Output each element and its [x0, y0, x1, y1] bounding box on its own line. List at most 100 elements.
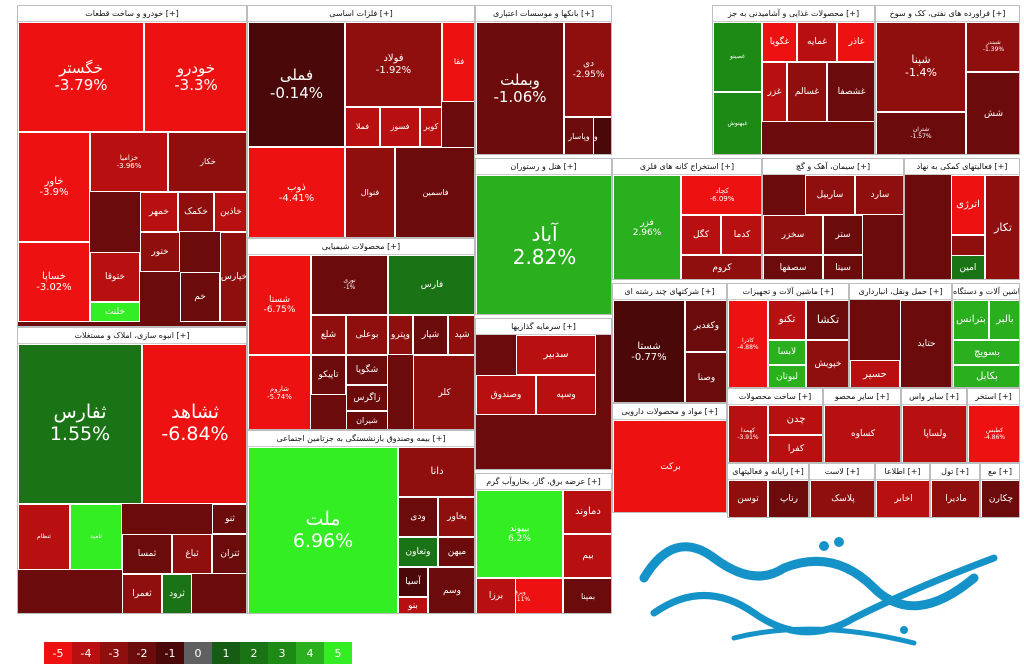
stock-tile[interactable]: غبهنوش [713, 92, 762, 154]
stock-tile[interactable]: غگویا [762, 22, 797, 62]
sector-electric[interactable]: ماشین آلات و دستگاه [+]بالبربترانسبسویچب… [952, 283, 1020, 388]
sector-multi[interactable]: شرکتهای چند رشته ای [+] شستا -0.77% وکغدیر و… [612, 283, 727, 403]
stock-tile[interactable]: بخاور [438, 497, 474, 537]
stock-tile[interactable]: فنوال [345, 147, 395, 237]
stock-tile[interactable]: وپاسار [564, 117, 594, 154]
sector-construction[interactable]: انبوه سازی، املاک و مستغلات [+] ثفارس 1.55… [17, 327, 247, 614]
stock-tile[interactable]: خودرو -3.3% [144, 22, 246, 132]
stock-tile[interactable]: وسم [428, 567, 474, 613]
stock-tile[interactable]: وکغدیر [685, 300, 726, 352]
stock-tile[interactable]: نوری -1% [311, 255, 388, 315]
sector-title[interactable]: ماشین آلات و دستگاه [+] [953, 284, 1019, 300]
sector-leasing[interactable]: سایر واس [+] ولساپا [901, 388, 967, 463]
sector-title[interactable]: حمل ونقل، انبارداری [+] [850, 284, 951, 300]
stock-tile[interactable]: بمپنا [563, 578, 611, 613]
stock-tile[interactable]: شبندر -1.39% [966, 22, 1019, 72]
sector-title[interactable]: رایانه و فعالیتهای [+] [728, 464, 808, 480]
stock-tile[interactable]: خاذین [214, 192, 246, 232]
stock-tile[interactable]: کساوه [824, 405, 900, 462]
stock-tile[interactable]: خزامیا -3.96% [90, 132, 168, 192]
stock-tile[interactable]: شیران [346, 411, 388, 429]
stock-tile[interactable]: ثباغ [172, 534, 212, 574]
stock-tile[interactable]: بکابل [953, 365, 1019, 387]
stock-tile[interactable]: آباد 2.82% [476, 175, 611, 314]
stock-tile[interactable]: زاگرس [346, 385, 388, 411]
sector-title[interactable]: فعالیتهای کمکی به نهاد [+] [905, 159, 1019, 175]
stock-tile[interactable]: وصنا [685, 352, 726, 402]
sector-utilities[interactable]: عرضه برق، گاز، بخاروآب گرم [+] بپیوند 6.2%… [475, 473, 612, 614]
stock-tile[interactable]: بیم [563, 534, 611, 578]
stock-tile[interactable]: میهن [438, 537, 474, 567]
stock-tile[interactable]: اخابر [876, 480, 929, 517]
sector-chemicals[interactable]: محصولات شیمیایی [+] شستا -6.75% شاروم -5.74%… [247, 238, 475, 430]
sector-auto[interactable]: خودرو و ساخت قطعات [+] خگستر -3.79% خودرو -3… [17, 5, 247, 327]
sector-plastic[interactable]: لاست [+] پلاسک [809, 463, 875, 518]
sector-textile[interactable]: تول [+] مادیرا [930, 463, 980, 518]
stock-tile[interactable]: فزر 2.96% [613, 175, 681, 279]
stock-tile[interactable]: خمهر [140, 192, 178, 232]
stock-tile[interactable]: بترانس [953, 300, 989, 340]
sector-otherminerals[interactable]: ساخت محصولات [+] چدن کهمدا -3.91% کفرا [727, 388, 823, 463]
sector-pharma[interactable]: مواد و محصولات دارویی [+] برکت [612, 403, 727, 513]
stock-tile[interactable]: وسپه [536, 375, 596, 415]
stock-tile[interactable]: غزر [762, 62, 787, 122]
stock-tile[interactable]: غمایه [797, 22, 837, 62]
stock-tile[interactable]: شتران -1.57% [876, 112, 966, 154]
stock-tile[interactable]: فملی -0.14% [248, 22, 345, 147]
stock-tile[interactable]: شپنا -1.4% [876, 22, 966, 112]
stock-tile[interactable]: ولساپا [902, 405, 966, 462]
sector-aux[interactable]: فعالیتهای کمکی به نهاد [+]تکاراترژیبورسا… [904, 158, 1020, 280]
stock-tile[interactable]: توسن [728, 480, 768, 517]
sector-food[interactable]: محصولات غذایی و آشامیدنی به جز [+] غگویا غ… [712, 5, 875, 155]
stock-tile[interactable]: ثنو [212, 504, 246, 534]
sector-title[interactable]: بیمه وصندوق بازنشستگی به جزتامین اجتماعی… [248, 431, 474, 447]
stock-tile[interactable]: تکنو [768, 300, 806, 340]
stock-tile[interactable]: غاذر [837, 22, 874, 62]
stock-tile[interactable]: کطبس -4.86% [968, 405, 1019, 462]
stock-tile[interactable]: سارد [855, 175, 903, 215]
stock-tile[interactable]: ثعمرا [122, 574, 162, 613]
stock-tile[interactable]: ختوقا [90, 252, 140, 302]
stock-tile[interactable]: فولاد -1.92% [345, 22, 442, 107]
sector-title[interactable]: استخر [+] [968, 389, 1019, 405]
sector-title[interactable]: شرکتهای چند رشته ای [+] [613, 284, 726, 300]
stock-tile[interactable]: خگستر -3.79% [18, 22, 144, 132]
stock-tile[interactable]: بسویچ [953, 340, 1019, 365]
sector-title[interactable]: اطلاعا [+] [876, 464, 929, 480]
sector-transport[interactable]: حمل ونقل، انبارداری [+] حسیر حتاید [849, 283, 952, 388]
stock-tile[interactable]: حتاید [900, 300, 951, 387]
sector-title[interactable]: سیمان، آهک و گچ [+] [763, 159, 903, 175]
stock-tile[interactable]: ثمسا [122, 534, 172, 574]
stock-tile[interactable]: چکارن [981, 480, 1019, 517]
stock-tile[interactable]: خکار [168, 132, 246, 192]
sector-title[interactable]: محصولات شیمیایی [+] [248, 239, 474, 255]
stock-tile[interactable]: ثشاهد -6.84% [142, 344, 246, 504]
sector-title[interactable]: فلزات اساسی [+] [248, 6, 474, 22]
stock-tile[interactable]: برکت [613, 420, 726, 512]
sector-mining[interactable]: استخراج کانه های فلزی [+] فزر 2.96% کگل کدما… [612, 158, 762, 280]
stock-tile[interactable]: شلع [311, 315, 346, 355]
stock-tile[interactable]: شاروم -5.74% [248, 355, 311, 429]
stock-tile[interactable]: کروم [681, 255, 761, 279]
stock-tile[interactable]: خکمک [178, 192, 214, 232]
sector-investment[interactable]: سرمایه گذاریها [+] سدبیر وصندوق وسپه [475, 318, 612, 470]
stock-tile[interactable]: کاذرا -4.88% [728, 300, 768, 387]
stock-tile[interactable]: شپد [448, 315, 474, 355]
stock-tile[interactable]: سخزر [763, 215, 823, 255]
sector-title[interactable]: لاست [+] [810, 464, 874, 480]
stock-tile[interactable]: خپویش [806, 340, 848, 387]
stock-tile[interactable]: کلر [413, 355, 474, 429]
stock-tile[interactable]: کچاد -6.09% [681, 175, 761, 215]
stock-tile[interactable]: شگویا [346, 355, 388, 385]
stock-tile[interactable]: شستا -6.75% [248, 255, 311, 355]
sector-title[interactable]: عرضه برق، گاز، بخاروآب گرم [+] [476, 474, 611, 490]
stock-tile[interactable]: سیتا [823, 255, 863, 279]
stock-tile[interactable]: فملا [345, 107, 380, 147]
sector-title[interactable]: هتل و رستوران [+] [476, 159, 611, 175]
stock-tile[interactable]: سصفها [763, 255, 823, 279]
stock-tile[interactable]: فقا [442, 22, 474, 102]
stock-tile[interactable]: فاسمین [395, 147, 474, 237]
stock-tile[interactable]: کفرا [768, 435, 822, 462]
stock-tile[interactable]: آسیا [398, 567, 428, 597]
stock-tile[interactable]: حسیر [850, 360, 900, 387]
